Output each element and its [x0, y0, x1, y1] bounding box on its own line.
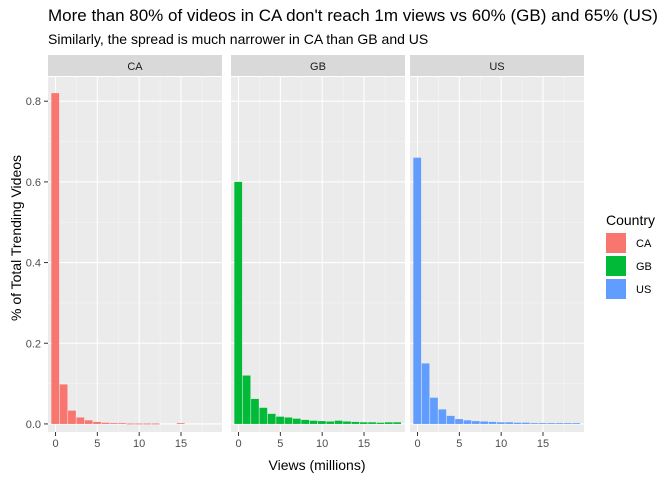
- legend-label-gb: GB: [636, 261, 652, 273]
- bar-us-bin-16: [547, 423, 555, 424]
- facet-strip-label: US: [489, 61, 504, 73]
- bar-gb-bin-0: [234, 181, 243, 424]
- bar-us-bin-15: [538, 423, 547, 424]
- legend-label-ca: CA: [636, 238, 652, 250]
- bar-ca-bin-5: [93, 421, 101, 424]
- bar-gb-bin-3: [259, 407, 268, 424]
- x-tick-label: 5: [277, 438, 283, 450]
- bar-ca-bin-11: [143, 423, 152, 425]
- bar-gb-bin-11: [326, 421, 335, 424]
- bar-ca-bin-8: [118, 423, 127, 424]
- legend: Country CA GB US: [606, 212, 655, 299]
- y-axis-title: % of Total Trending Videos: [8, 155, 24, 321]
- legend-label-us: US: [636, 284, 651, 296]
- bar-us-bin-3: [438, 409, 447, 424]
- bar-us-bin-10: [497, 422, 505, 424]
- bar-gb-bin-7: [292, 418, 301, 424]
- bar-us-bin-6: [463, 420, 472, 424]
- bar-ca-bin-7: [109, 423, 118, 424]
- x-tick-label: 0: [235, 438, 241, 450]
- bar-us-bin-4: [446, 415, 455, 424]
- bar-gb-bin-17: [376, 422, 385, 424]
- y-tick-label: 0.4: [26, 258, 41, 270]
- bar-ca-bin-6: [101, 422, 110, 424]
- bar-us-bin-12: [513, 422, 522, 424]
- x-axis-title: Views (millions): [269, 457, 366, 473]
- bar-gb-bin-4: [267, 413, 276, 424]
- bar-us-bin-1: [421, 363, 430, 424]
- bar-gb-bin-19: [393, 422, 402, 424]
- bar-ca-bin-2: [68, 410, 76, 424]
- bar-ca-bin-3: [76, 417, 85, 424]
- y-tick-label: 0.8: [26, 96, 41, 108]
- x-tick-label: 15: [358, 438, 370, 450]
- bar-gb-bin-16: [368, 422, 376, 424]
- bar-gb-bin-12: [334, 420, 343, 424]
- x-tick-label: 5: [456, 438, 462, 450]
- x-tick-label: 5: [94, 438, 100, 450]
- bar-us-bin-19: [572, 423, 581, 424]
- bar-gb-bin-1: [242, 375, 251, 424]
- x-tick-label: 0: [52, 438, 58, 450]
- panel-background: [231, 77, 405, 432]
- facet-strip-label: GB: [310, 61, 326, 73]
- bar-ca-bin-0: [51, 93, 60, 424]
- bar-us-bin-0: [413, 157, 422, 424]
- x-tick-label: 0: [414, 438, 420, 450]
- bar-us-bin-11: [505, 422, 514, 424]
- bar-us-bin-5: [455, 419, 463, 424]
- chart-subtitle: Similarly, the spread is much narrower i…: [48, 31, 429, 47]
- bar-gb-bin-8: [301, 419, 310, 424]
- facet-strip: [231, 55, 405, 76]
- x-tick-label: 15: [537, 438, 549, 450]
- facet-strip: [48, 55, 222, 76]
- legend-key-ca: [606, 233, 626, 253]
- bar-gb-bin-6: [284, 417, 293, 424]
- x-tick-label: 15: [175, 438, 187, 450]
- bar-ca-bin-15: [176, 423, 185, 424]
- bar-ca-bin-4: [84, 420, 93, 424]
- bar-us-bin-8: [480, 421, 489, 424]
- x-tick-label: 10: [133, 438, 145, 450]
- bar-us-bin-9: [488, 421, 497, 424]
- bar-gb-bin-10: [318, 421, 326, 424]
- bar-us-bin-18: [563, 423, 572, 424]
- y-tick-label: 0.0: [26, 419, 41, 431]
- facet-panel-ca: CA 0 5 10 15: [48, 55, 222, 450]
- legend-title: Country: [606, 212, 655, 228]
- y-tick-label: 0.6: [26, 177, 41, 189]
- bar-gb-bin-9: [309, 420, 318, 424]
- chart-title: More than 80% of videos in CA don't reac…: [48, 6, 658, 25]
- bar-gb-bin-18: [384, 422, 393, 424]
- facet-strip-label: CA: [127, 61, 143, 73]
- legend-key-us: [606, 279, 626, 299]
- bar-gb-bin-2: [251, 398, 259, 424]
- facet-strip: [410, 55, 584, 76]
- bar-us-bin-2: [430, 397, 438, 424]
- bar-ca-bin-12: [151, 423, 160, 425]
- bar-gb-bin-15: [359, 422, 368, 424]
- panel-background: [410, 77, 584, 432]
- bar-ca-bin-9: [126, 423, 135, 425]
- bar-gb-bin-14: [351, 421, 360, 424]
- bar-gb-bin-13: [343, 421, 351, 424]
- bar-us-bin-13: [522, 422, 530, 424]
- bar-ca-bin-10: [135, 423, 143, 425]
- bar-ca-bin-1: [59, 384, 68, 424]
- x-tick-label: 10: [495, 438, 507, 450]
- y-tick-label: 0.2: [26, 338, 41, 350]
- x-tick-label: 10: [316, 438, 328, 450]
- bar-us-bin-17: [555, 423, 564, 424]
- panel-background: [48, 77, 222, 432]
- facet-panel-us: US 0 5 10 15: [410, 55, 584, 450]
- bar-us-bin-14: [530, 423, 539, 424]
- facet-panel-gb: GB 0 5 10 15: [231, 55, 405, 450]
- legend-key-gb: [606, 256, 626, 276]
- bar-gb-bin-5: [276, 416, 284, 424]
- bar-us-bin-7: [471, 421, 480, 424]
